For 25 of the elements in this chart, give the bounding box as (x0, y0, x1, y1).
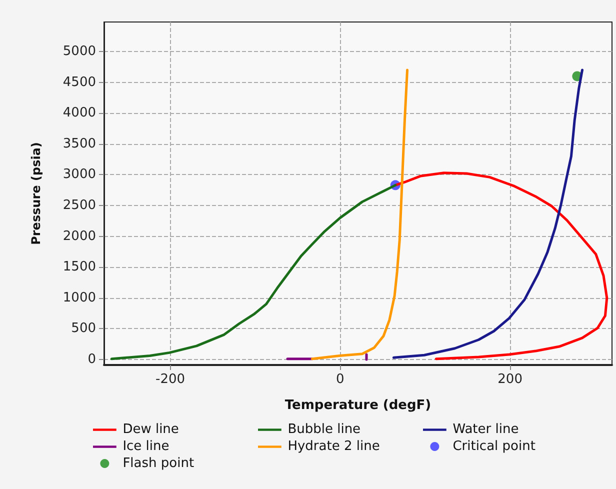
y-tick-label: 2000 (62, 228, 96, 244)
y-tick-label: 3500 (62, 136, 96, 152)
x-tick-label: 0 (336, 372, 344, 387)
legend-label: Ice line (122, 439, 170, 454)
legend-label: Dew line (122, 422, 179, 437)
line-series (392, 68, 584, 359)
x-tick-label: -200 (156, 372, 186, 387)
y-tick-label: 4500 (62, 74, 96, 90)
y-tick-label: 4000 (62, 106, 96, 121)
legend-label: Critical point (452, 439, 536, 454)
x-tick-label: 200 (498, 372, 522, 387)
y-tick-label: 1000 (62, 290, 96, 306)
x-axis-title: Temperature (degF) (284, 398, 432, 413)
y-axis-title: Pressure (psia) (29, 142, 43, 245)
y-tick-label: 1500 (62, 260, 96, 275)
y-tick-label: 0 (88, 352, 96, 367)
y-tick-label: 2500 (62, 198, 96, 214)
legend-label: Flash point (122, 456, 194, 471)
legend-label: Water line (452, 422, 519, 437)
y-tick-label: 3000 (62, 167, 96, 182)
legend-label: Hydrate 2 line (288, 439, 380, 454)
y-tick-label: 5000 (62, 44, 96, 60)
legend-label: Bubble line (288, 422, 361, 437)
line-series (310, 68, 409, 360)
y-tick-label: 500 (71, 321, 96, 336)
